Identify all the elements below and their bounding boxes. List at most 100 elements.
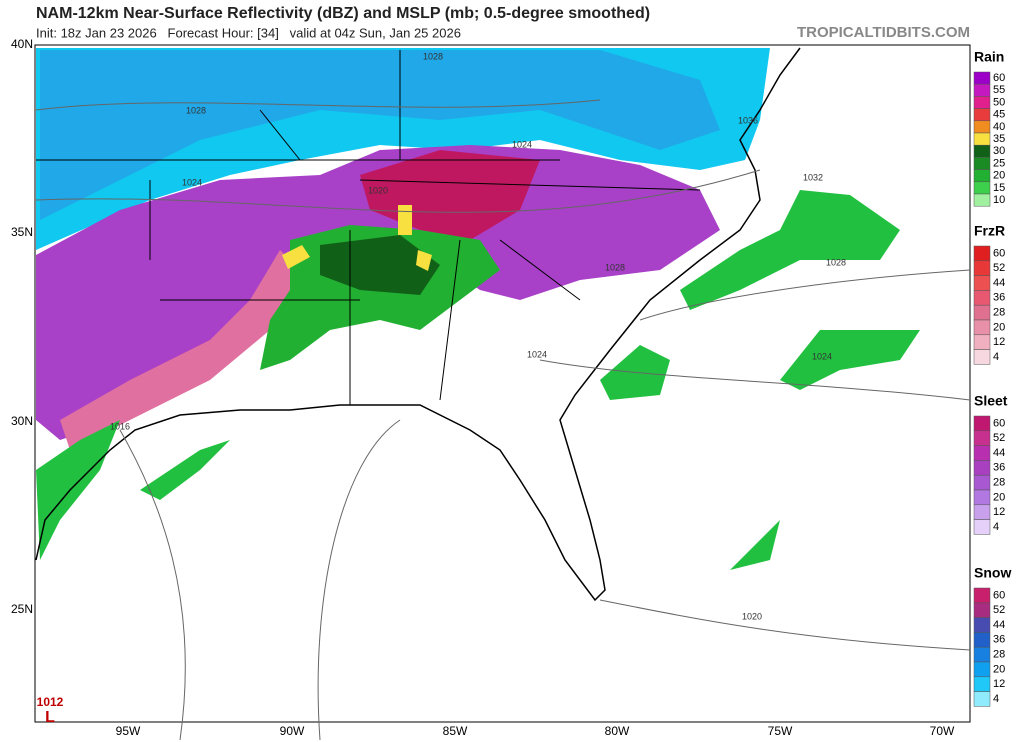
isobar-label: 1024 (812, 351, 832, 361)
legend-label: 12 (993, 678, 1005, 690)
legend: Rain6055504540353025201510FrzR6052443628… (973, 49, 1011, 707)
isobar-label: 1016 (110, 421, 130, 431)
legend-label: 25 (993, 157, 1005, 169)
legend-label: 4 (993, 693, 999, 705)
lon-label: 80W (605, 724, 630, 738)
legend-swatch (973, 349, 991, 365)
legend-label: 28 (993, 477, 1005, 489)
map (34, 44, 971, 741)
legend-title: Snow (974, 565, 1011, 581)
isobar-label: 1028 (605, 262, 625, 272)
legend-label: 52 (993, 604, 1005, 616)
legend-label: 12 (993, 336, 1005, 348)
legend-label: 60 (993, 72, 1005, 84)
coastline (35, 47, 801, 602)
lon-label: 90W (280, 724, 305, 738)
frzr-band (60, 250, 300, 450)
legend-swatch (973, 169, 991, 183)
legend-swatch (973, 144, 991, 158)
isobar-label: 1028 (826, 257, 846, 267)
rain-yellow (282, 205, 432, 271)
legend-label: 20 (993, 321, 1005, 333)
legend-label: 20 (993, 663, 1005, 675)
legend-swatch (973, 691, 991, 707)
isobar-label: 1028 (186, 105, 206, 115)
legend-swatch (973, 587, 991, 604)
legend-swatch (973, 132, 991, 146)
legend-swatch (973, 71, 991, 85)
legend-swatch (973, 319, 991, 336)
isobar-label: 1024 (527, 349, 547, 359)
isobar-label: 1024 (512, 139, 532, 149)
legend-swatch (973, 519, 991, 535)
watermark: TROPICALTIDBITS.COM (797, 24, 970, 41)
legend-label: 60 (993, 589, 1005, 601)
isobar-label: 1032 (803, 172, 823, 182)
lon-label: 85W (443, 724, 468, 738)
legend-swatch (973, 504, 991, 520)
legend-label: 60 (993, 247, 1005, 259)
legend-swatch (973, 445, 991, 461)
legend-swatch (973, 602, 991, 618)
legend-label: 20 (993, 491, 1005, 503)
legend-swatch (973, 120, 991, 134)
legend-swatch (973, 157, 991, 170)
legend-swatch (973, 304, 991, 321)
legend-swatch (973, 460, 991, 476)
lat-label: 25N (11, 602, 33, 616)
legend-label: 20 (993, 170, 1005, 182)
legend-swatch (973, 290, 991, 306)
legend-label: 44 (993, 447, 1005, 459)
legend-swatch (973, 430, 991, 446)
isobar-label: 1028 (423, 51, 443, 61)
legend-title: Sleet (974, 393, 1008, 409)
legend-swatch (973, 415, 991, 432)
legend-label: 44 (993, 277, 1005, 289)
legend-swatch (973, 245, 991, 262)
state-borders (36, 50, 701, 405)
legend-title: Rain (974, 49, 1004, 65)
legend-label: 52 (993, 432, 1005, 444)
snow-moderate (40, 50, 720, 220)
legend-label: 15 (993, 182, 1005, 194)
legend-swatch (973, 646, 991, 663)
legend-swatch (973, 489, 991, 506)
legend-label: 55 (993, 84, 1005, 96)
isobar-label: 1036 (738, 115, 758, 125)
isobar-label: 1020 (742, 611, 762, 621)
legend-label: 44 (993, 619, 1005, 631)
legend-label: 45 (993, 109, 1005, 121)
legend-label: 60 (993, 417, 1005, 429)
legend-label: 52 (993, 262, 1005, 274)
lat-label: 40N (11, 37, 33, 51)
lat-label: 30N (11, 414, 33, 428)
lon-label: 70W (930, 724, 955, 738)
legend-swatch (973, 474, 991, 491)
legend-swatch (973, 193, 991, 207)
lat-label: 35N (11, 225, 33, 239)
isobars (35, 99, 971, 741)
legend-label: 28 (993, 307, 1005, 319)
legend-swatch (973, 334, 991, 350)
legend-label: 36 (993, 462, 1005, 474)
low-label: L (45, 709, 55, 726)
rain-ocean (36, 190, 920, 570)
legend-label: 10 (993, 194, 1005, 206)
legend-swatch (973, 661, 991, 678)
legend-label: 30 (993, 145, 1005, 157)
isobar-label: 1024 (182, 177, 202, 187)
isobar-label: 1012 (37, 695, 64, 709)
legend-title: FrzR (974, 223, 1005, 239)
isobar-label: 1020 (368, 185, 388, 195)
legend-swatch (973, 632, 991, 648)
subtitle: Init: 18z Jan 23 2026 Forecast Hour: [34… (36, 25, 461, 40)
legend-label: 50 (993, 96, 1005, 108)
legend-swatch (973, 275, 991, 291)
legend-label: 35 (993, 133, 1005, 145)
legend-swatch (973, 96, 991, 109)
legend-label: 36 (993, 292, 1005, 304)
legend-swatch (973, 617, 991, 633)
legend-swatch (973, 181, 991, 195)
legend-label: 4 (993, 351, 999, 363)
